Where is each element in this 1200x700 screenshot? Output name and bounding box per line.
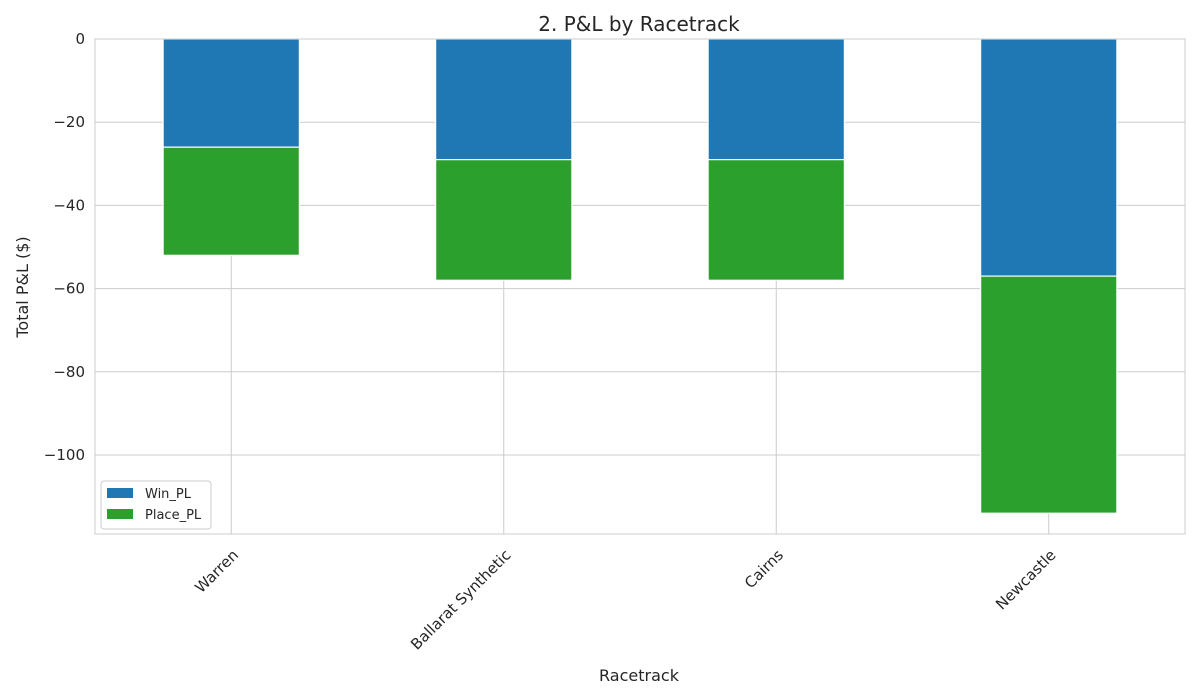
x-tick-label: Warren [191, 546, 242, 597]
chart-title: 2. P&L by Racetrack [538, 12, 740, 36]
x-tick-label: Cairns [741, 546, 787, 592]
bar-win-pl [162, 38, 300, 148]
x-tick-labels: Warren Ballarat Synthetic Cairns Newcastle [191, 546, 1059, 653]
bar-place-pl [435, 159, 573, 281]
x-axis-label: Racetrack [599, 666, 680, 685]
bars [162, 38, 1118, 514]
y-tick-labels: 0 −20 −40 −60 −80 −100 [44, 30, 85, 464]
y-tick-label: −20 [53, 113, 85, 131]
y-tick-label: −60 [53, 280, 85, 298]
x-tick-label: Newcastle [992, 546, 1059, 613]
y-tick-label: −80 [53, 363, 85, 381]
legend-label: Win_PL [145, 487, 192, 502]
legend-swatch [107, 509, 133, 519]
legend-label: Place_PL [145, 508, 202, 523]
legend: Win_PL Place_PL [100, 480, 212, 530]
plot-frame [94, 38, 1186, 535]
bar-place-pl [162, 146, 300, 256]
bar-win-pl [435, 38, 573, 161]
y-axis-label: Total P&L ($) [13, 236, 32, 338]
y-tick-label: −40 [53, 196, 85, 214]
bar-win-pl [707, 38, 845, 161]
bar-place-pl [707, 159, 845, 281]
x-tick-label: Ballarat Synthetic [407, 546, 514, 653]
y-tick-label: −100 [44, 446, 85, 464]
bar-win-pl [980, 38, 1118, 277]
bar-place-pl [980, 275, 1118, 514]
y-tick-label: 0 [75, 30, 85, 48]
legend-swatch [107, 488, 133, 498]
